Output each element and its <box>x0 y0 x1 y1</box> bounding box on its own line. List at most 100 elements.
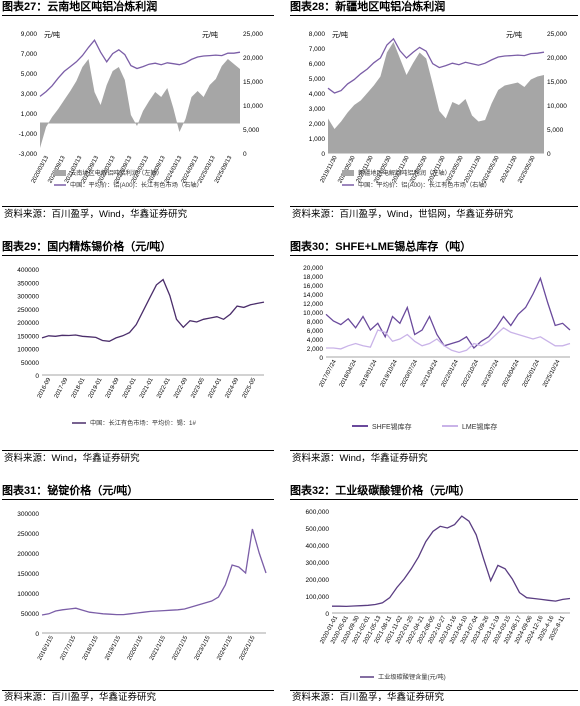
chart-tin-inventory: 20,000 18,000 16,000 14,000 12,000 10,000 8,00… <box>303 265 571 431</box>
x-tick-label: 2022-01 <box>156 377 172 400</box>
y2-tick-label: 0 <box>243 151 247 158</box>
y-tick-label: 6,000 <box>307 328 324 335</box>
y-tick-label: 250000 <box>17 307 39 314</box>
chart-title: 图表28：新疆地区吨铝冶炼利润 <box>290 1 446 13</box>
series-line-1 <box>327 37 545 94</box>
legend-label: LME锡库存 <box>462 422 497 431</box>
x-tick-label: 2016/1/15 <box>37 635 55 662</box>
y-tick-label: 300000 <box>17 294 39 301</box>
legend-label: 中国：平均价：铝(A00)：长江有色市场（右轴） <box>358 181 491 189</box>
y-tick-label: 8,000 <box>307 319 324 326</box>
y-tick-label: 0 <box>319 355 323 362</box>
x-tick-label: 2022/01/24 <box>441 359 461 389</box>
y-tick-label: -3,000 <box>19 151 38 158</box>
x-tick-label: 2016-09 <box>37 377 53 400</box>
y-tick-label: 500,000 <box>306 526 330 533</box>
chart-title: 图表27：云南地区吨铝冶炼利润 <box>2 1 158 13</box>
y-unit-label: 元/吨 <box>44 30 60 39</box>
title-divider <box>290 499 578 500</box>
source-note: 资料来源：百川盈孚，华鑫证券研究 <box>4 692 157 703</box>
y-tick-label: 2,000 <box>309 121 326 128</box>
x-tick-label: 2025/09/13 <box>214 155 234 185</box>
y-tick-label: 12,000 <box>303 301 323 308</box>
series-line-0 <box>41 528 267 616</box>
chart-title: 图表31：铋锭价格（元/吨） <box>2 485 139 497</box>
y2-unit-label: 元/吨 <box>506 30 522 39</box>
series-line-0 <box>325 276 571 349</box>
title-divider <box>2 499 274 500</box>
chart-lithium-carbonate-price: 600,000 500,000 400,000 300,000 200,000 100,0… <box>306 509 571 681</box>
x-tick-label: 2022/1/15 <box>172 635 190 662</box>
y2-tick-label: 10,000 <box>547 103 567 110</box>
title-divider <box>2 15 274 16</box>
y-tick-label: 200,000 <box>306 577 330 584</box>
x-tick-label: 2025/10/24 <box>542 359 562 389</box>
panel-tin-inventory: 图表30：SHFE+LME锡总库存（吨） 20,000 18,000 16,000 1… <box>290 240 578 466</box>
y-tick-label: -1,000 <box>19 131 38 138</box>
source-divider <box>2 206 274 207</box>
x-tick-label: 2020-01 <box>122 377 138 400</box>
y-tick-label: 8,000 <box>309 31 326 38</box>
legend-label: 工业级碳酸锂含量(元/吨) <box>378 673 446 681</box>
y-tick-label: 100,000 <box>306 594 330 601</box>
panel-bismuth-price: 图表31：铋锭价格（元/吨） 300000 250000 200000 150000 1… <box>2 484 274 706</box>
legend-label: 新疆地区电解铝吨铝利润（左轴） <box>358 169 451 177</box>
y-unit-label: 元/吨 <box>332 30 348 39</box>
legend-label: SHFE锡库存 <box>372 422 412 431</box>
y-tick-label: 250000 <box>17 531 39 538</box>
y-tick-label: 200000 <box>17 551 39 558</box>
y-tick-label: 10,000 <box>303 310 323 317</box>
y-tick-label: 150000 <box>17 571 39 578</box>
x-tick-label: 2017/07/24 <box>319 359 339 389</box>
y-tick-label: 1,000 <box>309 136 326 143</box>
series-line-0 <box>41 278 265 342</box>
source-note: 资料来源：Wind，华鑫证券研究 <box>4 453 140 464</box>
x-tick-label: 2024-09 <box>225 377 241 400</box>
y2-tick-label: 15,000 <box>547 79 567 86</box>
x-tick-label: 2017-09 <box>54 377 70 400</box>
y-tick-label: 0 <box>325 611 329 618</box>
chart-title: 图表29：国内精炼锡价格（元/吨） <box>2 241 172 253</box>
x-tick-label: 2023-05 <box>190 377 206 400</box>
series-line-1 <box>326 326 571 354</box>
source-divider <box>290 450 578 451</box>
legend-label: 中国：平均价：铝(A00)：长江有色市场（右轴） <box>70 181 203 189</box>
y-tick-label: 9,000 <box>21 31 38 38</box>
x-tick-label: 2019/11/30 <box>320 155 339 185</box>
x-tick-label: 2019/1/15 <box>104 635 122 662</box>
panel-xinjiang-profit: 图表28：新疆地区吨铝冶炼利润 8,000 7,000 6,000 5,000 4,00… <box>290 0 578 222</box>
y-tick-label: 300000 <box>17 511 39 518</box>
x-tick-label: 2025/01/24 <box>522 359 542 389</box>
x-tick-label: 2019/01/24 <box>359 359 379 389</box>
y-tick-label: 18,000 <box>303 274 323 281</box>
chart-bismuth-price: 300000 250000 200000 150000 100000 50000 02016… <box>17 511 267 662</box>
x-tick-label: 2020/07/24 <box>400 359 420 389</box>
y-tick-label: 1,000 <box>21 111 38 118</box>
y-tick-label: 100000 <box>17 591 39 598</box>
chart-title: 图表30：SHFE+LME锡总库存（吨） <box>290 241 472 253</box>
y2-tick-label: 0 <box>547 151 551 158</box>
x-tick-label: 2023/1/15 <box>194 635 212 662</box>
series-area-0 <box>328 42 544 153</box>
legend-swatch <box>54 170 66 176</box>
x-tick-label: 2024/05/30 <box>481 155 501 185</box>
x-tick-label: 2025/05/30 <box>517 155 537 185</box>
source-note: 资料来源：百川盈孚，华鑫证券研究 <box>292 692 445 703</box>
y-tick-label: 3,000 <box>21 91 38 98</box>
y-tick-label: 300,000 <box>306 560 330 567</box>
y2-tick-label: 5,000 <box>243 127 260 134</box>
y2-tick-label: 10,000 <box>243 103 263 110</box>
legend-label: 云南地区电解铝吨铝利润（左轴） <box>70 169 163 177</box>
y2-tick-label: 20,000 <box>243 55 263 62</box>
y-tick-label: 400000 <box>17 267 39 274</box>
y-tick-label: 5,000 <box>309 76 326 83</box>
y-tick-label: 350000 <box>17 280 39 287</box>
panel-yunnan-profit: 图表27：云南地区吨铝冶炼利润 9,000 7,000 5,000 3,000 1,00… <box>2 0 274 222</box>
x-tick-label: 2025/1/15 <box>239 635 257 662</box>
y-tick-label: 0 <box>321 151 325 158</box>
y-tick-label: 400,000 <box>306 543 330 550</box>
y-tick-label: 0 <box>35 373 39 380</box>
y2-tick-label: 5,000 <box>547 127 564 134</box>
y-tick-label: 50000 <box>21 611 39 618</box>
x-tick-label: 2024/1/15 <box>216 635 234 662</box>
